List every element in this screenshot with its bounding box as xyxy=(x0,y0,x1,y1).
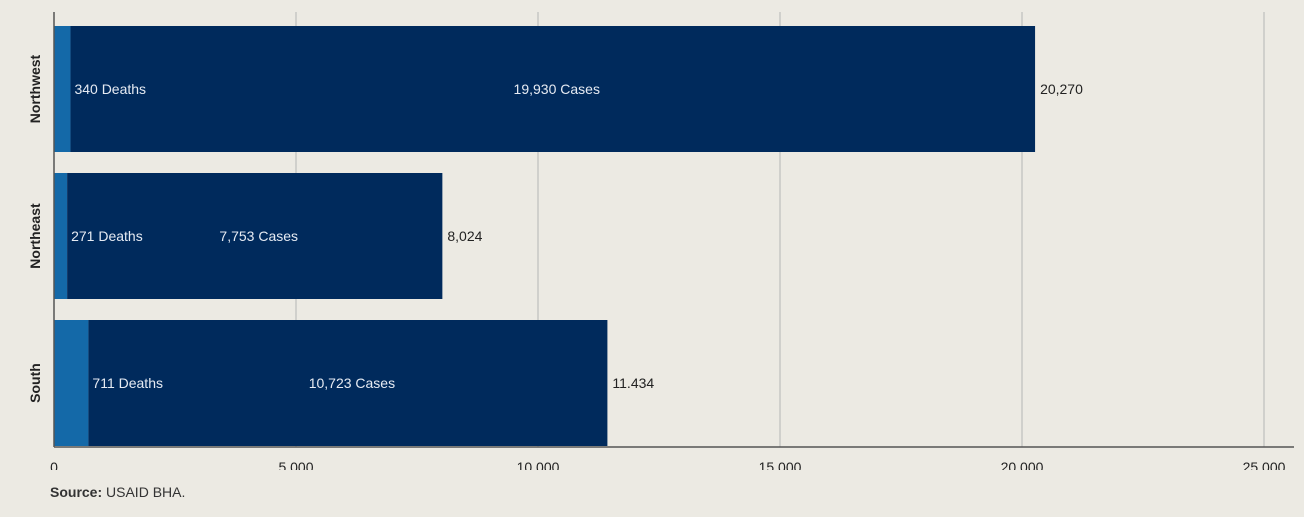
category-label: Northeast xyxy=(27,203,43,269)
total-label: 8,024 xyxy=(447,228,482,244)
bar-segment-deaths xyxy=(54,173,68,299)
bar-chart: 340 Deaths 19,930 Cases 20,270 271 Deaths 7,… xyxy=(27,12,1294,475)
bar-segment-cases xyxy=(70,26,1036,152)
total-label: 20,270 xyxy=(1040,81,1083,97)
category-label: South xyxy=(27,363,43,403)
source-label: Source: xyxy=(50,484,103,500)
deaths-label: 711 Deaths xyxy=(92,375,163,391)
total-label: 11.434 xyxy=(612,375,654,391)
x-tick-label: 10,000 xyxy=(517,459,560,470)
bar-segment-deaths xyxy=(54,320,89,446)
x-tick-label: 25,000 xyxy=(1243,459,1286,470)
deaths-label: 340 Deaths xyxy=(74,81,146,97)
cases-label: 10,723 Cases xyxy=(309,375,395,391)
bar-segment-deaths xyxy=(54,26,71,152)
category-label: Northwest xyxy=(27,54,43,123)
bar-segment-cases xyxy=(67,173,443,299)
x-tick-label: 15,000 xyxy=(759,459,802,470)
x-tick-label: 5,000 xyxy=(278,459,313,470)
deaths-label: 271 Deaths xyxy=(71,228,143,244)
data-labels: 340 Deaths 19,930 Cases 20,270 271 Deaths 7,… xyxy=(71,81,1083,391)
bars xyxy=(54,26,1036,446)
x-tick-label: 20,000 xyxy=(1001,459,1044,470)
source-note: Source: USAID BHA. xyxy=(50,484,185,500)
cases-label: 19,930 Cases xyxy=(514,81,600,97)
cases-label: 7,753 Cases xyxy=(219,228,298,244)
source-text: USAID BHA. xyxy=(102,484,186,500)
x-tick-label: 0 xyxy=(50,459,58,470)
bar-segment-cases xyxy=(88,320,608,446)
